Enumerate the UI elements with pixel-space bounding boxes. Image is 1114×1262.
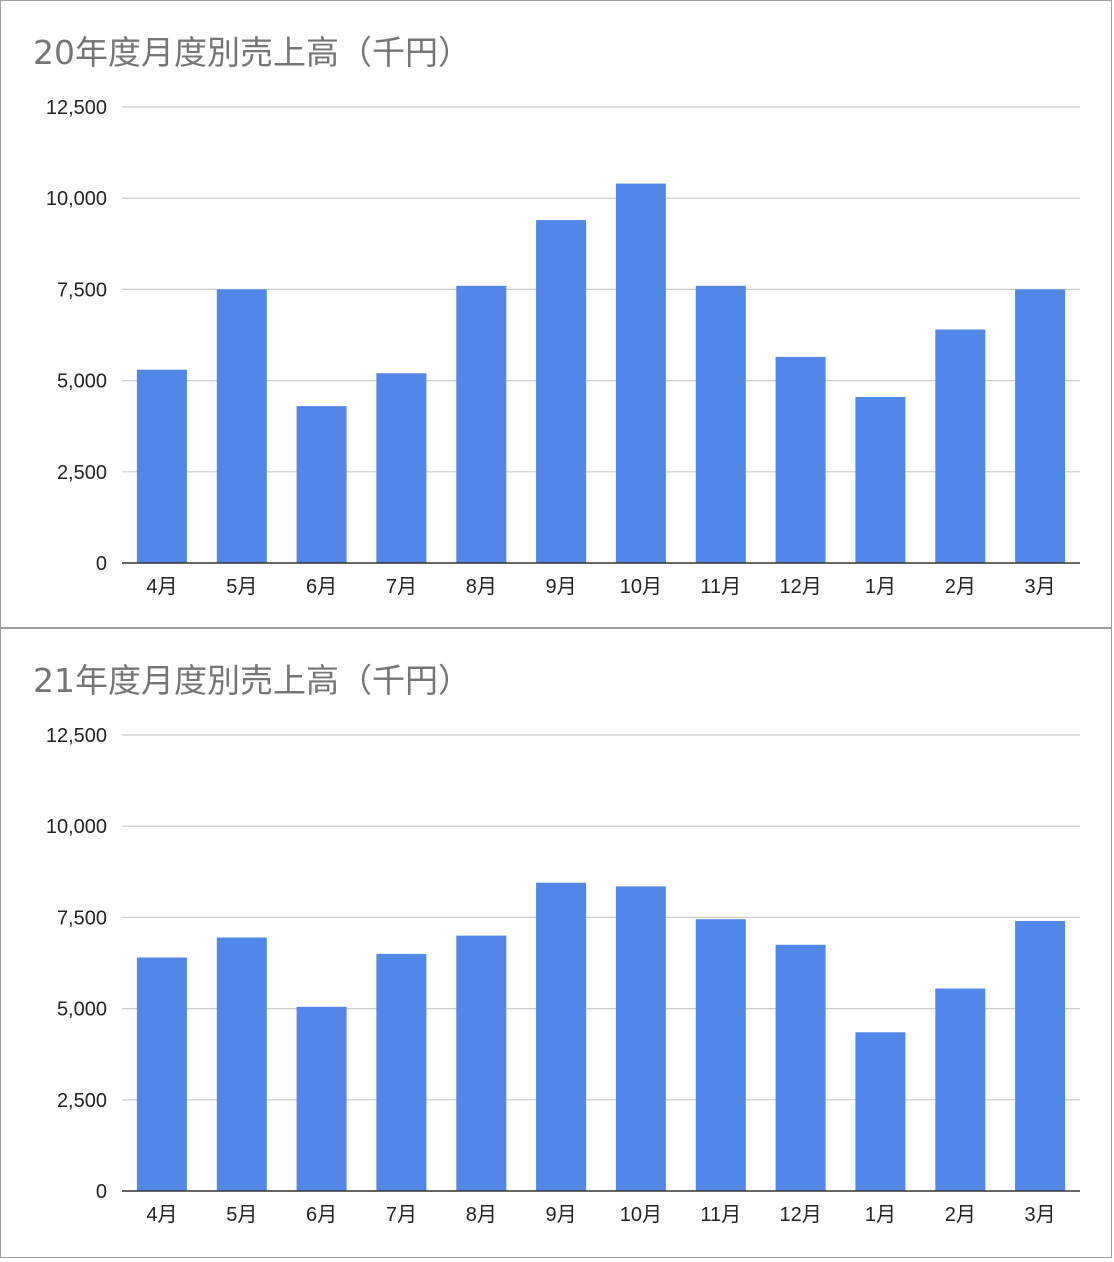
bar bbox=[695, 285, 746, 563]
y-tick-label: 2,500 bbox=[57, 462, 107, 484]
x-tick-label: 9月 bbox=[546, 576, 577, 598]
x-tick-label: 10月 bbox=[620, 1204, 662, 1226]
chart-title: 20年度月度別売上高（千円） bbox=[33, 33, 471, 72]
bar bbox=[456, 285, 507, 563]
bar bbox=[695, 919, 746, 1191]
x-tick-label: 4月 bbox=[146, 1204, 177, 1226]
x-tick-label: 11月 bbox=[700, 576, 741, 598]
x-tick-label: 8月 bbox=[466, 576, 497, 598]
x-tick-label: 5月 bbox=[226, 1204, 257, 1226]
bar bbox=[376, 953, 427, 1191]
bar-chart-svg: 20年度月度別売上高（千円） 0 2,500 5,000 7,500 10,000 12,5… bbox=[33, 33, 1080, 598]
bar bbox=[935, 988, 986, 1191]
x-tick-label: 7月 bbox=[386, 1204, 417, 1226]
x-tick-label: 10月 bbox=[620, 576, 662, 598]
x-tick-label: 3月 bbox=[1025, 1204, 1056, 1226]
x-tick-label: 3月 bbox=[1025, 576, 1056, 598]
bar bbox=[1015, 921, 1066, 1191]
bar bbox=[216, 937, 267, 1191]
bar bbox=[855, 397, 906, 563]
bar bbox=[296, 1006, 347, 1191]
x-tick-label: 7月 bbox=[386, 576, 417, 598]
bar bbox=[615, 886, 666, 1191]
bar-chart-svg: 21年度月度別売上高（千円） 0 2,500 5,000 7,500 10,000 12,5… bbox=[33, 661, 1080, 1226]
y-tick-label: 12,500 bbox=[46, 725, 107, 747]
bar bbox=[536, 220, 587, 563]
y-tick-label: 5,000 bbox=[57, 371, 107, 393]
chart-panel-fy20: 20年度月度別売上高（千円） 0 2,500 5,000 7,500 10,000 12,5… bbox=[0, 0, 1112, 628]
y-tick-label: 2,500 bbox=[57, 1090, 107, 1112]
bar bbox=[775, 356, 826, 563]
y-tick-label: 0 bbox=[96, 1181, 107, 1203]
bar bbox=[296, 406, 347, 563]
y-tick-label: 12,500 bbox=[46, 97, 107, 119]
y-tick-label: 10,000 bbox=[46, 816, 107, 838]
y-tick-label: 7,500 bbox=[57, 907, 107, 929]
y-tick-label: 10,000 bbox=[46, 188, 107, 210]
x-tick-label: 5月 bbox=[226, 576, 257, 598]
x-tick-label: 6月 bbox=[306, 576, 337, 598]
y-tick-label: 0 bbox=[96, 553, 107, 575]
bar bbox=[935, 329, 986, 563]
x-tick-label: 1月 bbox=[865, 1204, 896, 1226]
x-tick-label: 12月 bbox=[779, 576, 821, 598]
bar bbox=[456, 935, 507, 1191]
bar bbox=[1015, 289, 1066, 563]
x-tick-label: 1月 bbox=[865, 576, 896, 598]
x-tick-label: 11月 bbox=[700, 1204, 741, 1226]
x-tick-label: 12月 bbox=[779, 1204, 821, 1226]
x-tick-label: 4月 bbox=[146, 576, 177, 598]
x-tick-label: 2月 bbox=[945, 1204, 976, 1226]
x-tick-label: 6月 bbox=[306, 1204, 337, 1226]
bar bbox=[536, 882, 587, 1191]
y-tick-label: 7,500 bbox=[57, 279, 107, 301]
bar bbox=[216, 289, 267, 563]
x-tick-label: 8月 bbox=[466, 1204, 497, 1226]
x-tick-label: 2月 bbox=[945, 576, 976, 598]
bar bbox=[376, 373, 427, 563]
bar bbox=[855, 1032, 906, 1191]
bar bbox=[615, 183, 666, 563]
y-tick-label: 5,000 bbox=[57, 999, 107, 1021]
chart-title: 21年度月度別売上高（千円） bbox=[33, 661, 471, 700]
bar bbox=[136, 957, 187, 1191]
chart-panel-fy21: 21年度月度別売上高（千円） 0 2,500 5,000 7,500 10,000 12,5… bbox=[0, 628, 1112, 1258]
bar bbox=[775, 944, 826, 1191]
x-tick-label: 9月 bbox=[546, 1204, 577, 1226]
bar bbox=[136, 369, 187, 563]
